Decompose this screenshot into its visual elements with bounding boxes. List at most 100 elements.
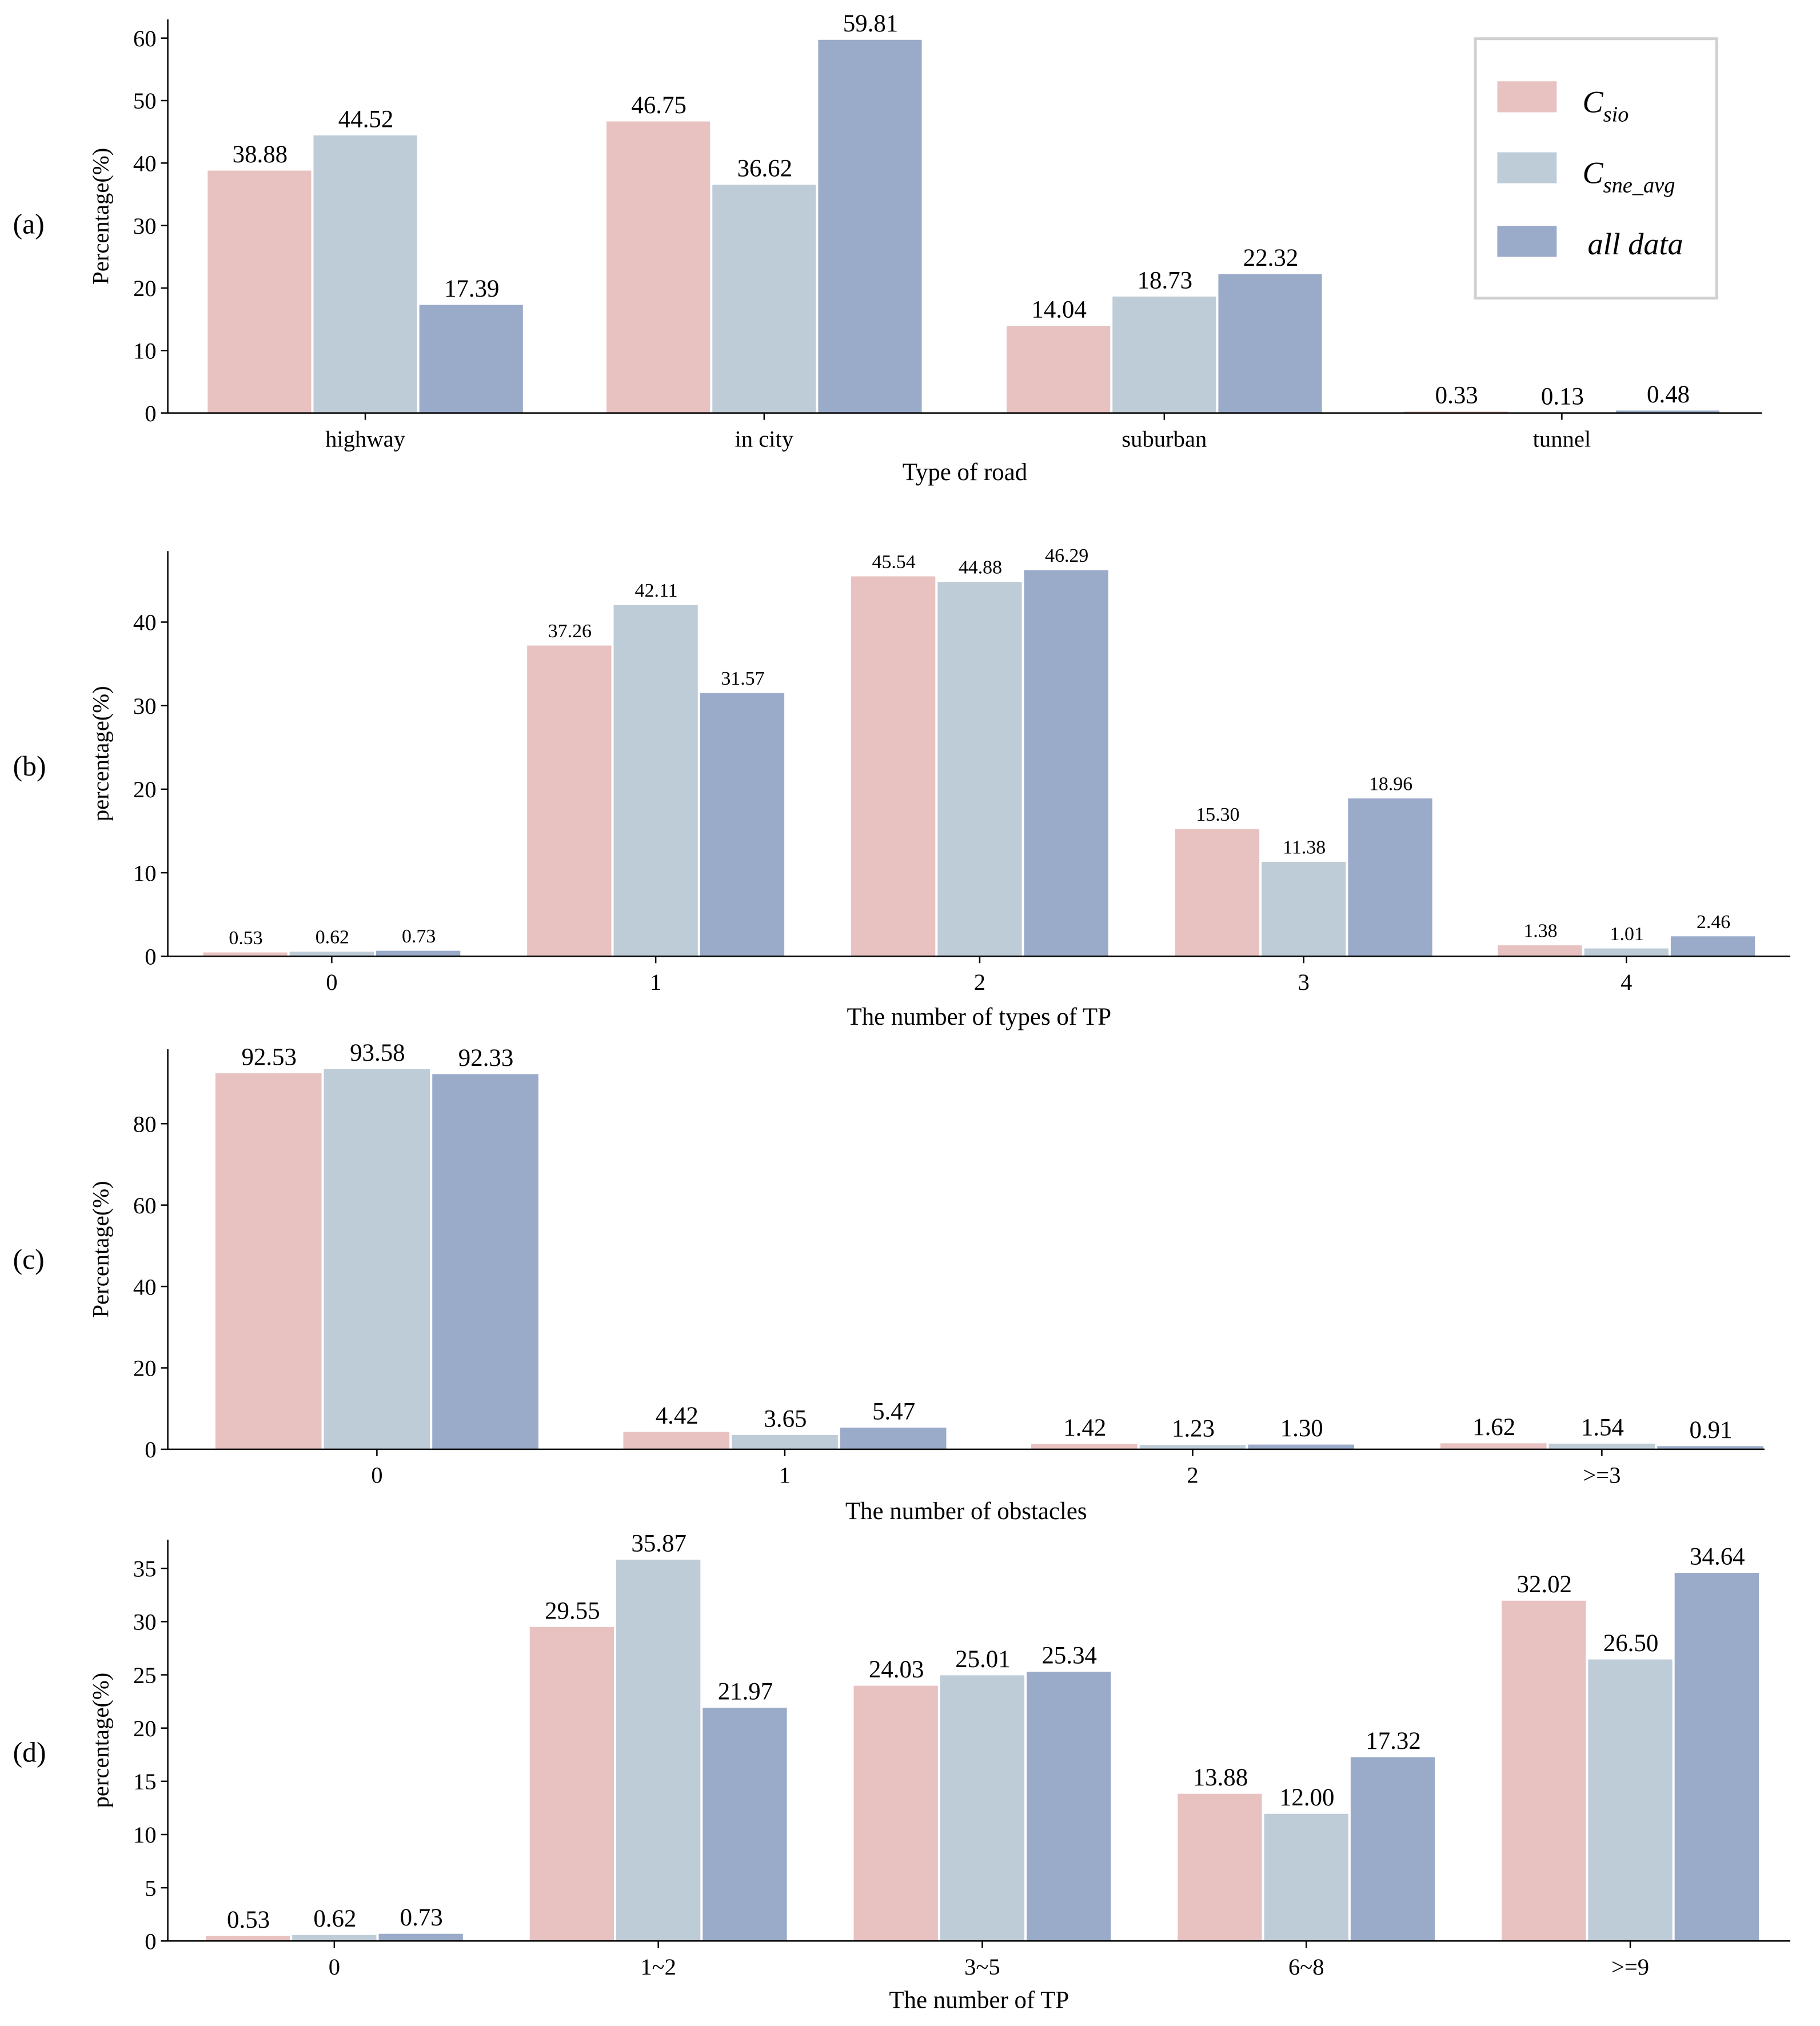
data-label: 24.03 bbox=[869, 1656, 924, 1683]
data-label: 0.91 bbox=[1690, 1417, 1733, 1444]
bar bbox=[731, 1433, 839, 1450]
x-tick-label: 0 bbox=[371, 1462, 382, 1488]
y-tick-label: 20 bbox=[133, 1356, 157, 1381]
bar bbox=[615, 1559, 702, 1942]
panel-label: (b) bbox=[13, 750, 46, 782]
x-tick-label: 1 bbox=[650, 969, 661, 995]
data-label: 1.42 bbox=[1063, 1414, 1106, 1441]
bar bbox=[1439, 1442, 1548, 1450]
bar bbox=[377, 1932, 464, 1942]
data-label: 32.02 bbox=[1516, 1571, 1572, 1598]
data-label: 45.54 bbox=[872, 552, 916, 573]
x-tick-label: 2 bbox=[1187, 1462, 1198, 1488]
data-label: 29.55 bbox=[545, 1597, 600, 1624]
data-label: 25.01 bbox=[955, 1646, 1011, 1673]
bar bbox=[288, 950, 375, 957]
bar bbox=[1111, 295, 1218, 414]
y-tick-label: 20 bbox=[133, 777, 157, 802]
data-label: 0.62 bbox=[313, 1905, 356, 1932]
bar bbox=[1547, 1442, 1657, 1450]
legend-swatch bbox=[1497, 226, 1557, 257]
data-label: 0.73 bbox=[400, 1904, 443, 1931]
panel-label: (c) bbox=[13, 1244, 45, 1275]
bar bbox=[839, 1426, 948, 1450]
data-label: 0.48 bbox=[1647, 381, 1690, 408]
data-label: 1.62 bbox=[1472, 1414, 1515, 1441]
data-label: 1.54 bbox=[1581, 1414, 1624, 1441]
x-tick-label: 1~2 bbox=[640, 1954, 676, 1980]
legend-label-base: C bbox=[1582, 85, 1603, 119]
bar bbox=[1217, 273, 1323, 414]
bar bbox=[612, 604, 699, 957]
data-label: 2.46 bbox=[1697, 912, 1730, 933]
data-label: 0.13 bbox=[1541, 383, 1584, 410]
bar bbox=[526, 644, 613, 957]
data-label: 15.30 bbox=[1196, 804, 1239, 825]
data-label: 21.97 bbox=[718, 1678, 773, 1705]
y-tick-label: 35 bbox=[133, 1556, 157, 1582]
x-tick-label: 6~8 bbox=[1288, 1954, 1324, 1980]
y-tick-label: 80 bbox=[133, 1111, 157, 1137]
data-label: 34.64 bbox=[1690, 1543, 1745, 1570]
x-tick-label: 0 bbox=[326, 969, 337, 995]
data-label: 1.01 bbox=[1610, 924, 1644, 945]
bar bbox=[1496, 944, 1583, 957]
x-axis-title: Type of road bbox=[903, 459, 1028, 486]
bar bbox=[206, 169, 313, 414]
bar bbox=[1500, 1599, 1587, 1942]
x-axis-title: The number of TP bbox=[889, 1987, 1069, 2014]
legend-label-subscript: sne_avg bbox=[1603, 173, 1675, 197]
y-tick-label: 40 bbox=[133, 610, 157, 636]
x-tick-label: 4 bbox=[1621, 969, 1632, 995]
bar bbox=[939, 1674, 1026, 1942]
y-tick-label: 15 bbox=[133, 1769, 157, 1795]
bar bbox=[936, 581, 1023, 957]
bar bbox=[622, 1430, 731, 1450]
y-tick-label: 30 bbox=[133, 213, 157, 239]
bar bbox=[322, 1068, 432, 1450]
bar bbox=[852, 1684, 939, 1942]
bar bbox=[312, 134, 418, 414]
x-axis-title: The number of types of TP bbox=[847, 1004, 1112, 1030]
y-tick-label: 20 bbox=[133, 1716, 157, 1741]
data-label: 46.75 bbox=[631, 92, 687, 119]
x-tick-label: 0 bbox=[329, 1954, 340, 1980]
bar bbox=[1005, 325, 1112, 414]
legend-swatch bbox=[1497, 81, 1557, 113]
data-label: 92.53 bbox=[241, 1044, 297, 1070]
y-tick-label: 10 bbox=[133, 860, 157, 886]
bar bbox=[418, 303, 524, 414]
data-label: 25.34 bbox=[1041, 1643, 1097, 1669]
x-tick-label: 2 bbox=[974, 969, 985, 995]
data-label: 3.65 bbox=[764, 1405, 807, 1432]
y-tick-label: 5 bbox=[145, 1875, 156, 1901]
chart-panel-3: (c) 92.53 4.42 1.42 1.62 93.58 3.65 1.23 1.54 92.… bbox=[13, 1040, 1765, 1525]
data-label: 18.96 bbox=[1369, 774, 1412, 795]
bar bbox=[204, 1935, 292, 1942]
data-label: 18.73 bbox=[1138, 267, 1193, 294]
bar bbox=[1247, 1443, 1356, 1450]
bar bbox=[1349, 1756, 1436, 1942]
bar bbox=[605, 120, 712, 414]
chart-panel-2: (b) 0.53 37.26 45.54 15.30 1.38 0.62 42.11 44.88… bbox=[13, 545, 1791, 1030]
y-tick-label: 30 bbox=[133, 1609, 157, 1635]
data-label: 22.32 bbox=[1243, 245, 1299, 271]
y-tick-label: 20 bbox=[133, 275, 157, 301]
bar bbox=[711, 183, 817, 414]
data-label: 37.26 bbox=[548, 621, 592, 642]
bar bbox=[849, 575, 937, 957]
data-label: 46.29 bbox=[1045, 545, 1088, 566]
x-tick-label: suburban bbox=[1121, 426, 1207, 451]
bar bbox=[1587, 1658, 1674, 1942]
legend-label: Csio bbox=[1582, 85, 1629, 126]
data-label: 42.11 bbox=[635, 580, 678, 601]
bar bbox=[1263, 1812, 1350, 1942]
bar bbox=[817, 38, 923, 414]
y-tick-label: 25 bbox=[133, 1663, 157, 1688]
data-label: 59.81 bbox=[843, 10, 899, 37]
y-tick-label: 0 bbox=[145, 401, 156, 426]
data-label: 12.00 bbox=[1279, 1784, 1335, 1811]
legend-label-subscript: sio bbox=[1603, 102, 1629, 126]
data-label: 26.50 bbox=[1603, 1630, 1659, 1657]
